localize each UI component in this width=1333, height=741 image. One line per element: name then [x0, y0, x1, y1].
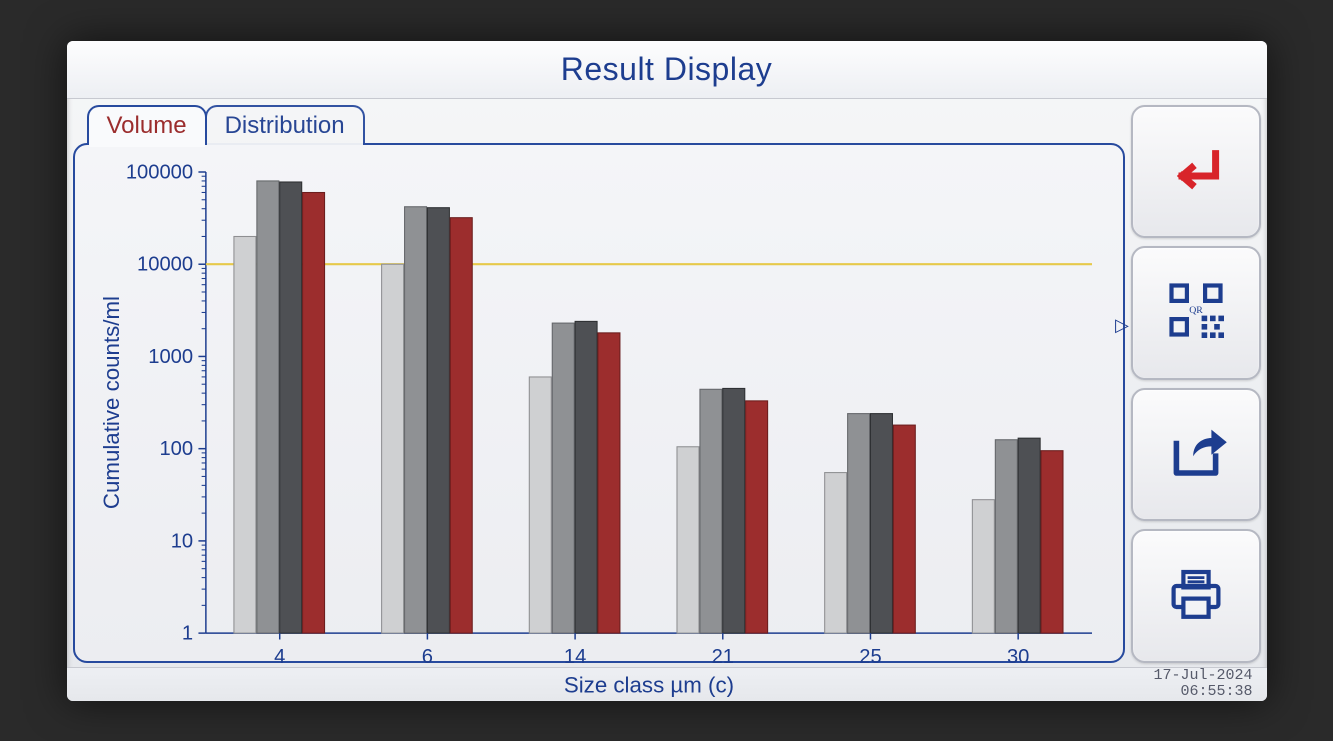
print-button[interactable] — [1131, 529, 1261, 663]
body-row: Volume Distribution 1 10 100 1000 10000 10000… — [67, 99, 1267, 667]
qr-button[interactable]: QR — [1131, 246, 1261, 380]
share-button[interactable] — [1131, 388, 1261, 522]
sidebar: ◁ QR — [1131, 105, 1261, 663]
svg-text:25: 25 — [859, 645, 881, 667]
svg-text:1000: 1000 — [148, 345, 193, 367]
svg-text:10: 10 — [170, 530, 192, 552]
title-bar: Result Display — [67, 41, 1267, 99]
plot-frame: 1101001000100001000004614212530Size clas… — [73, 143, 1125, 663]
svg-text:21: 21 — [711, 645, 733, 667]
svg-text:QR: QR — [1189, 305, 1203, 316]
svg-text:Size class µm (c): Size class µm (c) — [563, 672, 733, 697]
svg-text:Cumulative counts/ml: Cumulative counts/ml — [98, 295, 123, 508]
svg-text:4: 4 — [274, 645, 285, 667]
svg-text:100: 100 — [159, 438, 193, 460]
back-button[interactable] — [1131, 105, 1261, 239]
tab-strip: Volume Distribution — [73, 105, 1125, 145]
device-screen: Result Display Volume Distribution 1 10 10… — [67, 41, 1267, 701]
printer-icon — [1161, 558, 1231, 633]
return-arrow-icon — [1161, 134, 1231, 209]
svg-text:1: 1 — [181, 622, 192, 644]
tab-label: Volume — [107, 112, 187, 140]
tab-volume[interactable]: Volume — [87, 105, 207, 145]
tab-label: Distribution — [225, 112, 345, 140]
page-title: Result Display — [561, 51, 773, 88]
svg-text:6: 6 — [421, 645, 432, 667]
status-datetime: 17-Jul-2024 06:55:38 — [1153, 668, 1252, 700]
svg-text:100000: 100000 — [125, 161, 192, 183]
bar-chart: 1 10 100 1000 10000 100000 4 6 14 21 25 30 Size clas… — [89, 155, 1109, 701]
qr-code-icon: QR — [1161, 275, 1231, 350]
svg-text:10000: 10000 — [137, 253, 193, 275]
chart-panel: Volume Distribution 1 10 100 1000 10000 10000… — [73, 105, 1125, 663]
expand-caret-icon[interactable]: ◁ — [1115, 315, 1129, 336]
svg-text:30: 30 — [1006, 645, 1028, 667]
tab-distribution[interactable]: Distribution — [205, 105, 365, 145]
share-export-icon — [1161, 417, 1231, 492]
svg-text:14: 14 — [563, 645, 585, 667]
